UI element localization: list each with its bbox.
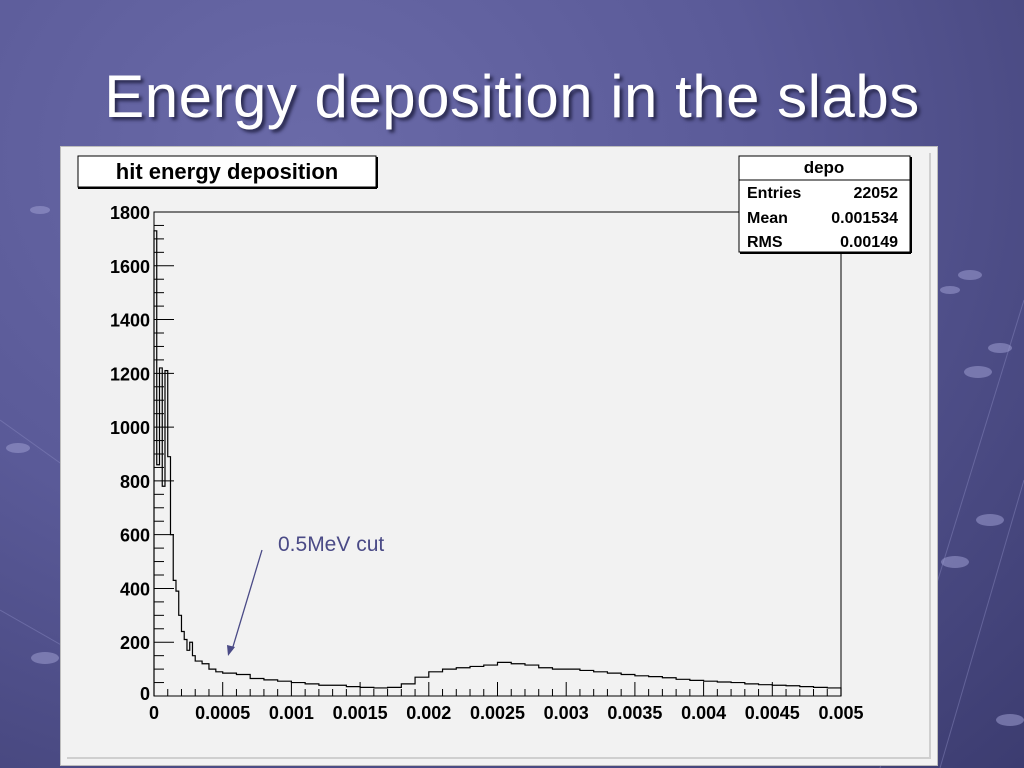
histogram-bin [187, 650, 190, 696]
x-tick-label: 0.0005 [195, 703, 250, 723]
histogram-bin [690, 680, 704, 696]
stats-label-rms: RMS [747, 234, 783, 251]
histogram-bin [649, 677, 663, 696]
histogram-bin [525, 665, 539, 696]
x-tick-label: 0.003 [544, 703, 589, 723]
histogram-bin [484, 665, 498, 696]
histogram-bin [346, 687, 360, 696]
histogram-bin [786, 686, 800, 696]
y-tick-label: 600 [120, 526, 150, 546]
histogram-bin [772, 685, 786, 696]
histogram-bin [704, 681, 718, 696]
histogram-title: hit energy deposition [116, 159, 338, 184]
stats-box-name: depo [804, 158, 845, 177]
histogram-bin [759, 685, 773, 696]
histogram-bin [202, 664, 209, 696]
y-tick-label: 1000 [110, 418, 150, 438]
histogram-bin [181, 631, 184, 696]
histogram-bin [814, 687, 828, 696]
stats-value-entries: 22052 [854, 185, 899, 202]
histogram-series [153, 230, 842, 696]
stats-value-mean: 0.001534 [831, 210, 898, 227]
histogram-bin [566, 669, 580, 696]
histogram-bin [745, 684, 759, 696]
y-tick-label: 1400 [110, 311, 150, 331]
histogram-bin [360, 687, 374, 696]
histogram-bin [374, 688, 388, 696]
cut-annotation-arrow [231, 549, 263, 651]
x-tick-label: 0.0035 [607, 703, 662, 723]
x-tick-label: 0.004 [681, 703, 726, 723]
y-tick-label: 800 [120, 472, 150, 492]
stats-box: depo Entries 22052 Mean 0.001534 RMS 0.0… [738, 155, 912, 254]
histogram-bin [429, 672, 443, 696]
histogram-bin [676, 679, 690, 696]
x-tick-label: 0.001 [269, 703, 314, 723]
histogram-bin [216, 672, 223, 696]
stats-value-rms: 0.00149 [840, 234, 898, 251]
histogram-bin [415, 677, 429, 696]
histogram-line [153, 230, 842, 696]
cut-annotation: 0.5MeV cut [227, 533, 384, 656]
x-tick-label: 0.0045 [745, 703, 800, 723]
cut-annotation-label: 0.5MeV cut [278, 533, 384, 556]
histogram-bin [800, 687, 814, 696]
histogram-bin [470, 666, 484, 696]
histogram-bin [443, 669, 457, 696]
histogram-bin [236, 674, 250, 696]
histogram-bin [511, 664, 525, 696]
y-tick-label: 200 [120, 633, 150, 653]
canvas-border [67, 153, 931, 759]
histogram-bin [250, 679, 264, 696]
histogram-bin [291, 683, 305, 696]
histogram-bin [333, 685, 347, 696]
histogram-bin [195, 661, 202, 696]
histogram-bin [594, 672, 608, 696]
histogram-bin [278, 681, 292, 696]
x-tick-label: 0.0015 [333, 703, 388, 723]
y-tick-label: 0 [140, 684, 150, 704]
histogram-bin [607, 673, 621, 696]
y-tick-label: 1800 [110, 203, 150, 223]
histogram-bin [173, 580, 176, 696]
histogram-bin [305, 684, 319, 696]
x-tick-label: 0 [149, 703, 159, 723]
axes: 0 200 400 600 800 1000 1200 1400 1600 1800 0 0.0005… [110, 203, 864, 723]
stats-label-mean: Mean [747, 210, 788, 227]
histogram-bin [456, 668, 470, 696]
histogram-title-box [77, 155, 377, 188]
histogram-bin [388, 687, 402, 696]
histogram-bin [635, 676, 649, 696]
histogram-bin [827, 688, 841, 696]
x-tick-label: 0.0025 [470, 703, 525, 723]
histogram-bin [157, 465, 160, 696]
histogram-bin [580, 670, 594, 696]
stats-label-entries: Entries [747, 185, 801, 202]
histogram-bin [662, 678, 676, 696]
histogram-bin [552, 669, 566, 696]
histogram-bin [539, 668, 553, 696]
histogram-bin [401, 684, 415, 696]
y-tick-label: 1600 [110, 257, 150, 277]
x-tick-label: 0.005 [818, 703, 863, 723]
histogram-bin [223, 673, 237, 696]
cut-annotation-arrowhead [227, 645, 235, 656]
histogram-bin [264, 680, 278, 696]
histogram-bin [717, 682, 731, 696]
slide-title: Energy deposition in the slabs [104, 63, 920, 130]
histogram-bin [319, 685, 333, 696]
histogram-bin [209, 669, 216, 696]
plot-frame [153, 211, 842, 697]
histogram-bin [731, 683, 745, 696]
histogram-bin [621, 674, 635, 696]
x-tick-label: 0.002 [406, 703, 451, 723]
y-tick-label: 400 [120, 579, 150, 599]
histogram-bin [498, 662, 512, 696]
y-tick-label: 1200 [110, 364, 150, 384]
histogram-bin [162, 486, 165, 696]
